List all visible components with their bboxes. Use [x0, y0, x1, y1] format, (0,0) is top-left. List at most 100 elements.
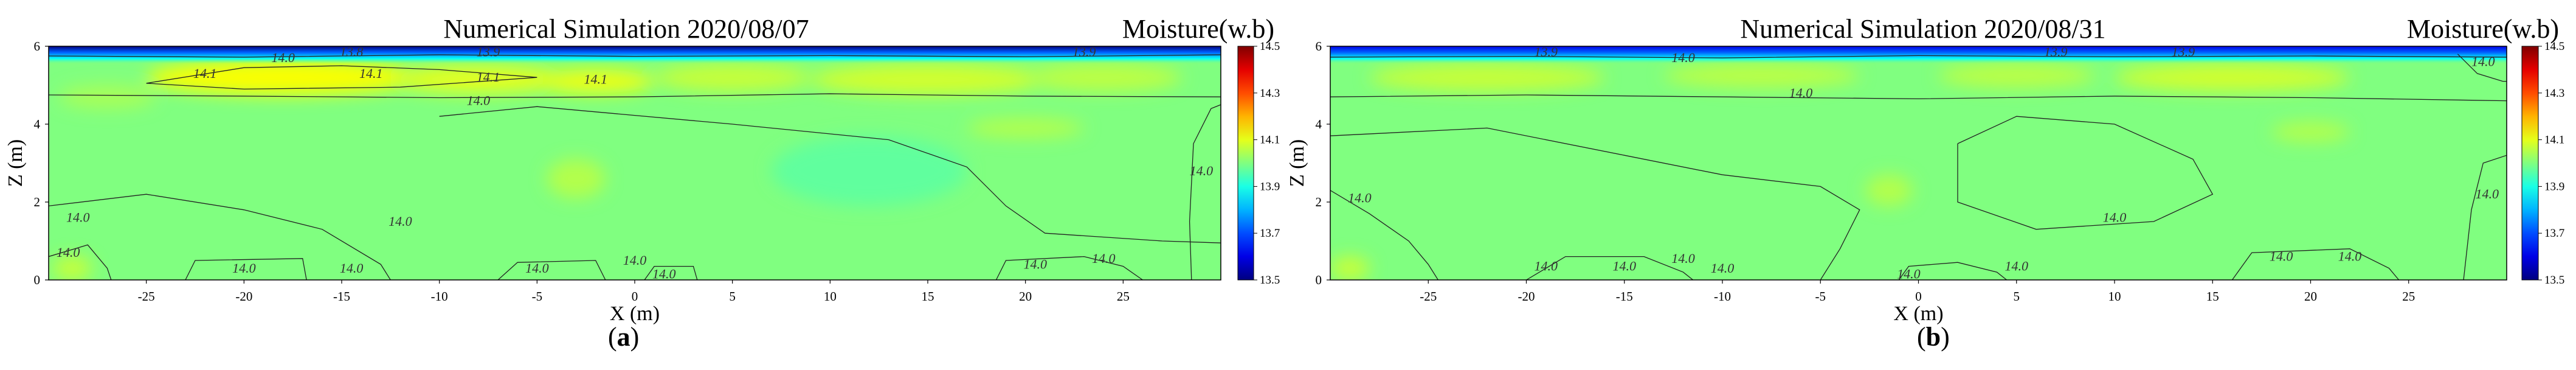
- contour-label: 13.9: [1535, 44, 1558, 60]
- contour-label: 13.9: [2044, 44, 2068, 60]
- contour-label: 14.0: [467, 93, 491, 108]
- moisture-chart-a: 14.0 13.8 14.1 14.1 14.1 14.1 13.9 14.0 14.0 14.0…: [4, 14, 1280, 325]
- x-tick-label: -20: [1518, 289, 1535, 304]
- panel-a: 14.0 13.8 14.1 14.1 14.1 14.1 13.9 14.0 14.0 14.0…: [4, 14, 1280, 352]
- moisture-blob: [2115, 63, 2350, 91]
- moisture-blob: [58, 85, 156, 109]
- contour-label: 14.0: [1671, 251, 1695, 266]
- contour-line: [644, 265, 698, 280]
- colorbar-tick-label: 14.1: [1260, 134, 1280, 147]
- x-axis-label: X (m): [1893, 302, 1943, 325]
- moisture-field: 14.0 13.8 14.1 14.1 14.1 14.1 13.9 14.0 14.0 14.0…: [49, 44, 1221, 281]
- x-tick-label: 5: [2014, 289, 2020, 304]
- contour-label: 14.0: [623, 253, 647, 268]
- x-tick-label: 10: [824, 289, 837, 304]
- contour-label: 14.0: [232, 260, 256, 276]
- colorbar-title: Moisture(w.b): [2407, 14, 2559, 44]
- contour-label: 14.0: [1789, 85, 1813, 100]
- moisture-blob: [654, 63, 811, 91]
- x-axis-label: X (m): [610, 302, 660, 325]
- colorbar-tick-label: 13.7: [2544, 227, 2564, 240]
- colorbar-tick-label: 13.9: [2544, 180, 2564, 193]
- contour-line: [497, 260, 606, 280]
- contour-label: 14.0: [2338, 249, 2362, 264]
- contour-line: [1330, 55, 2507, 58]
- x-tick-label: 20: [2304, 289, 2317, 304]
- y-tick-label: 6: [34, 39, 41, 54]
- contour-line: [49, 194, 391, 280]
- x-tick-label: 25: [2402, 289, 2415, 304]
- contour-label: 14.0: [1671, 50, 1695, 65]
- contour-lines: [49, 54, 1221, 280]
- colorbar-tick-label: 13.5: [2544, 274, 2564, 287]
- contour-line: [1330, 127, 1860, 280]
- y-tick-label: 4: [1316, 117, 1322, 131]
- contour-label: 13.9: [1072, 44, 1096, 60]
- x-tick-label: 15: [2206, 289, 2219, 304]
- contour-line: [49, 244, 112, 280]
- contour-label: 14.0: [1023, 256, 1047, 271]
- moisture-blob: [1025, 63, 1182, 91]
- contour-label: 14.0: [1711, 260, 1735, 276]
- colorbar-title: Moisture(w.b): [1122, 14, 1274, 44]
- contour-label: 14.0: [1897, 266, 1921, 281]
- colorbar-tick-label: 13.9: [1260, 180, 1280, 193]
- moisture-blob: [547, 159, 606, 198]
- surface-dry-band: [49, 46, 1221, 64]
- contour-label: 13.9: [477, 44, 500, 60]
- contour-line: [2457, 54, 2507, 82]
- contour-label: 14.0: [2476, 186, 2499, 201]
- moisture-blob: [390, 65, 567, 93]
- contour-label: 14.0: [2471, 54, 2495, 69]
- contour-label: 14.0: [2270, 249, 2293, 264]
- contour-line: [1189, 104, 1221, 280]
- x-tick-label: -5: [532, 289, 543, 304]
- contour-label: 14.1: [584, 71, 607, 86]
- surface-dry-band: [1330, 46, 2507, 64]
- contour-label: 14.0: [340, 260, 364, 276]
- contour-label: 14.0: [1190, 163, 1214, 178]
- x-tick-label: -15: [333, 289, 350, 304]
- moisture-blob: [537, 69, 655, 93]
- colorbar-tick-label: 14.5: [1260, 40, 1280, 53]
- colorbar-tick-label: 13.7: [1260, 227, 1280, 240]
- contour-label: 14.0: [66, 210, 90, 225]
- contour-label: 14.0: [2005, 259, 2029, 274]
- colorbar-tick-label: 14.5: [2544, 40, 2564, 53]
- moisture-blob: [810, 63, 1045, 95]
- contour-label: 14.0: [388, 214, 412, 229]
- contour-line: [49, 54, 1221, 58]
- panel-b: 13.9 14.0 13.9 13.9 14.0 14.0 14.0 14.0 14.0 14.0…: [1286, 0, 2576, 370]
- x-tick-label: 15: [922, 289, 934, 304]
- moisture-blob: [1663, 63, 1860, 88]
- contour-line: [2463, 155, 2507, 280]
- y-tick-label: 2: [34, 195, 41, 209]
- colorbar-tick-label: 14.3: [1260, 87, 1280, 100]
- colorbar-tick-label: 13.5: [1260, 274, 1280, 287]
- moisture-blob: [52, 256, 92, 280]
- moisture-blob: [771, 136, 967, 206]
- contour-label: 14.0: [1613, 259, 1637, 274]
- x-tick-label: -20: [235, 289, 252, 304]
- y-axis-label: Z (m): [4, 139, 27, 187]
- x-tick-label: -15: [1616, 289, 1633, 304]
- contour-label: 14.0: [1092, 251, 1116, 266]
- contour-line: [995, 256, 1143, 280]
- moisture-blob: [1865, 175, 1913, 206]
- colorbar: [1237, 46, 1254, 281]
- panel-label-a: (a): [608, 322, 640, 352]
- moisture-blob: [1938, 63, 2095, 88]
- contour-label: 14.0: [271, 50, 295, 65]
- contour-line: [1898, 262, 2008, 280]
- contour-label: 13.8: [340, 44, 364, 60]
- contour-label: 14.0: [525, 260, 549, 276]
- x-tick-label: 10: [2108, 289, 2121, 304]
- contour-line: [185, 258, 307, 280]
- contour-label: 14.0: [652, 266, 676, 281]
- contour-line: [439, 106, 1221, 243]
- contour-line: [49, 93, 1221, 99]
- x-tick-label: -25: [138, 289, 155, 304]
- y-tick-label: 4: [34, 117, 41, 131]
- x-tick-label: 0: [1915, 289, 1922, 304]
- contour-label: 14.1: [477, 69, 500, 85]
